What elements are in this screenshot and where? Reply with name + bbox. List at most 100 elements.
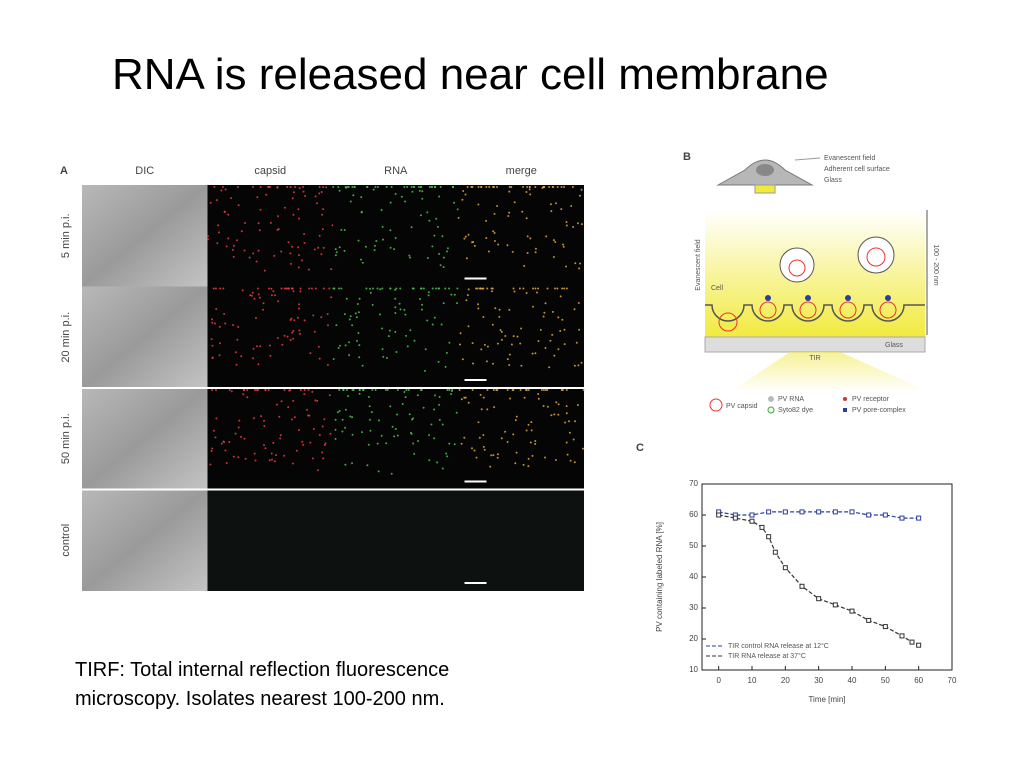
- fluorescence-spot: [274, 294, 276, 297]
- legend-icon: [843, 408, 847, 412]
- fluorescence-spot: [373, 244, 376, 247]
- fluorescence-spot: [381, 225, 384, 228]
- fluorescence-spot: [515, 415, 518, 418]
- fluorescence-spot: [426, 211, 429, 214]
- fluorescence-spot: [531, 454, 534, 457]
- fluorescence-spot: [371, 389, 374, 391]
- fluorescence-spot: [399, 308, 402, 311]
- y-tick-label: 20: [689, 634, 698, 643]
- fluorescence-spot: [401, 403, 404, 405]
- fluorescence-spot: [408, 413, 411, 416]
- fluorescence-spot: [221, 186, 224, 188]
- fluorescence-spot: [490, 454, 493, 457]
- micrograph: [458, 489, 584, 591]
- fluorescence-spot: [211, 344, 214, 347]
- chart: 0 10 20 30 40 50 60 70 10 20 30 40 50 60 70 Time [min] P…: [655, 479, 957, 704]
- fluorescence-spot: [324, 442, 327, 445]
- fluorescence-spot: [579, 262, 582, 265]
- fluorescence-spot: [580, 188, 583, 191]
- fluorescence-spot: [456, 302, 458, 305]
- fluorescence-spot: [270, 452, 273, 455]
- fluorescence-spot: [464, 193, 467, 196]
- fluorescence-spot: [256, 196, 259, 199]
- fluorescence-spot: [224, 449, 227, 452]
- fluorescence-spot: [394, 288, 397, 291]
- fluorescence-spot: [563, 328, 566, 331]
- schematic-label: Glass: [824, 177, 842, 184]
- fluorescence-spot: [213, 322, 216, 325]
- fluorescence-spot: [234, 432, 237, 435]
- fluorescence-spot: [314, 287, 317, 290]
- fluorescence-spot: [257, 249, 260, 252]
- fluorescence-spot: [542, 186, 545, 188]
- fluorescence-spot: [349, 200, 352, 203]
- fluorescence-spot: [298, 303, 301, 306]
- fluorescence-spot: [252, 347, 255, 350]
- fluorescence-spot: [532, 287, 534, 290]
- fluorescence-spot: [565, 405, 568, 408]
- caption: TIRF: Total internal reflection fluoresc…: [75, 659, 450, 710]
- fluorescence-spot: [222, 287, 225, 290]
- fluorescence-spot: [534, 186, 537, 188]
- fluorescence-spot: [376, 442, 379, 445]
- row-header: control: [60, 524, 72, 557]
- fluorescence-spot: [344, 426, 347, 429]
- fluorescence-spot: [389, 287, 392, 290]
- fluorescence-spot: [565, 221, 568, 223]
- glass-icon: [754, 184, 776, 194]
- y-tick-label: 30: [689, 603, 698, 612]
- fluorescence-spot: [512, 433, 515, 436]
- fluorescence-spot: [291, 245, 294, 248]
- fluorescence-spot: [573, 364, 576, 367]
- fluorescence-spot: [427, 294, 430, 297]
- micrograph: [207, 388, 333, 490]
- panel-label: B: [683, 151, 691, 163]
- fluorescence-spot: [236, 186, 239, 188]
- fluorescence-spot: [246, 389, 249, 391]
- fluorescence-spot: [526, 235, 529, 238]
- fluorescence-spot: [389, 201, 392, 204]
- fluorescence-spot: [368, 405, 371, 408]
- data-point: [772, 549, 778, 555]
- fluorescence-spot: [262, 308, 264, 311]
- fluorescence-spot: [307, 268, 310, 271]
- data-point: [916, 515, 922, 521]
- fluorescence-spot: [493, 240, 496, 242]
- fluorescence-spot: [369, 429, 372, 432]
- fluorescence-spot: [410, 432, 413, 435]
- fluorescence-spot: [512, 389, 515, 391]
- fluorescence-spot: [240, 355, 243, 358]
- fluorescence-spot: [348, 341, 350, 344]
- fluorescence-spot: [569, 459, 572, 462]
- fluorescence-spot: [483, 343, 486, 346]
- fluorescence-spot: [573, 461, 576, 464]
- fluorescence-spot: [482, 445, 485, 448]
- fluorescence-spot: [236, 338, 239, 341]
- fluorescence-spot: [421, 303, 424, 306]
- fluorescence-spot: [345, 186, 348, 189]
- fluorescence-spot: [416, 394, 419, 397]
- fluorescence-spot: [518, 287, 521, 290]
- fluorescence-spot: [491, 323, 494, 326]
- micrograph: [82, 286, 208, 388]
- fluorescence-spot: [326, 313, 329, 315]
- fluorescence-spot: [477, 421, 480, 424]
- tir-beam: [730, 352, 930, 392]
- fluorescence-spot: [554, 241, 557, 243]
- fluorescence-spot: [269, 186, 271, 188]
- x-tick-label: 70: [948, 676, 957, 685]
- fluorescence-spot: [438, 403, 441, 406]
- fluorescence-spot: [483, 448, 486, 451]
- fluorescence-spot: [260, 415, 263, 418]
- fluorescence-spot: [514, 462, 517, 465]
- fluorescence-spot: [412, 442, 415, 445]
- fluorescence-spot: [299, 389, 302, 391]
- fluorescence-spot: [434, 394, 436, 397]
- data-point: [782, 565, 788, 571]
- fluorescence-spot: [366, 464, 369, 467]
- fluorescence-spot: [302, 190, 305, 193]
- fluorescence-spot: [375, 240, 378, 242]
- fluorescence-spot: [450, 393, 453, 396]
- fluorescence-spot: [389, 405, 392, 408]
- fluorescence-spot: [485, 186, 488, 188]
